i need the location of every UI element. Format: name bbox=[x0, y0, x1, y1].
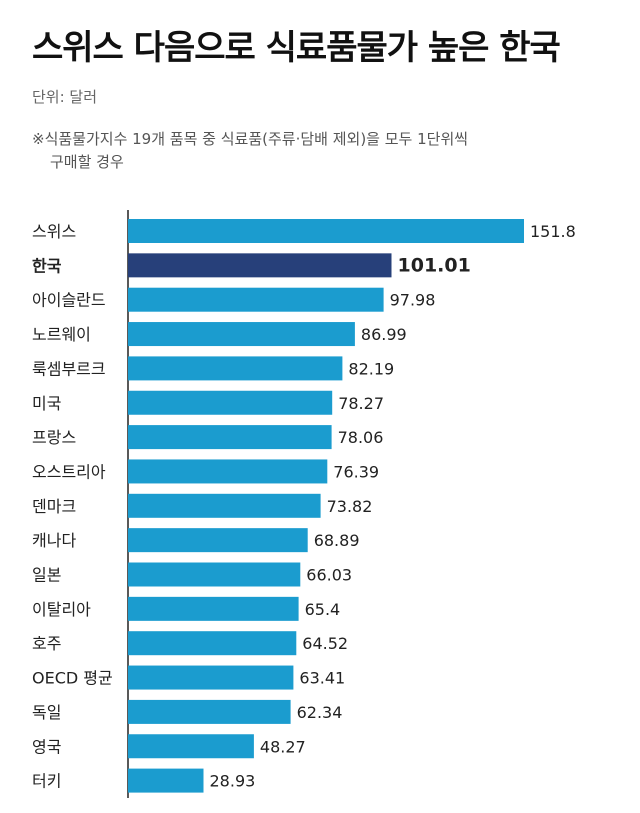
bar bbox=[128, 562, 301, 587]
category-label: 일본 bbox=[32, 566, 61, 585]
chart-title: 스위스 다음으로 식료품물가 높은 한국 bbox=[32, 28, 561, 68]
category-label: 덴마크 bbox=[32, 497, 76, 516]
bar bbox=[128, 459, 328, 484]
value-label: 97.98 bbox=[390, 291, 436, 310]
value-label: 78.27 bbox=[338, 394, 384, 413]
value-label: 28.93 bbox=[210, 772, 256, 791]
category-label: 터키 bbox=[32, 772, 61, 791]
category-label: 스위스 bbox=[32, 222, 76, 241]
value-label: 78.06 bbox=[338, 428, 384, 447]
bar bbox=[128, 631, 297, 656]
value-label: 86.99 bbox=[361, 325, 407, 344]
value-label: 66.03 bbox=[306, 566, 352, 585]
bar bbox=[128, 356, 343, 381]
category-label: 호주 bbox=[32, 634, 61, 653]
value-label: 76.39 bbox=[333, 462, 379, 481]
category-label: 노르웨이 bbox=[32, 325, 91, 344]
category-label: 오스트리아 bbox=[32, 462, 106, 481]
footnote-line-1: ※식품물가지수 19개 품목 중 식료품(주류·담배 제외)을 모두 1단위씩 bbox=[32, 130, 469, 148]
bar bbox=[128, 699, 291, 724]
category-label: OECD 평균 bbox=[32, 669, 113, 688]
footnote: ※식품물가지수 19개 품목 중 식료품(주류·담배 제외)을 모두 1단위씩 … bbox=[32, 128, 612, 174]
bar bbox=[128, 390, 333, 415]
bar bbox=[128, 493, 321, 518]
value-label: 65.4 bbox=[305, 600, 341, 619]
bar bbox=[128, 528, 308, 553]
unit-label: 단위: 달러 bbox=[32, 88, 98, 106]
bar bbox=[128, 596, 299, 621]
value-label: 63.41 bbox=[299, 669, 345, 688]
bar bbox=[128, 219, 524, 243]
value-label: 48.27 bbox=[260, 737, 306, 756]
value-label: 68.89 bbox=[314, 531, 360, 550]
footnote-line-2: 구매할 경우 bbox=[50, 153, 124, 171]
bar bbox=[128, 253, 392, 278]
value-label: 62.34 bbox=[297, 703, 343, 722]
category-label: 룩셈부르크 bbox=[32, 359, 106, 378]
category-label: 미국 bbox=[32, 394, 61, 413]
category-label: 독일 bbox=[32, 703, 61, 722]
category-label: 이탈리아 bbox=[32, 600, 91, 619]
value-label: 151.8 bbox=[530, 222, 576, 241]
category-label: 한국 bbox=[32, 256, 62, 275]
category-label: 캐나다 bbox=[32, 531, 76, 550]
bar bbox=[128, 665, 294, 690]
value-label: 73.82 bbox=[327, 497, 373, 516]
bar bbox=[128, 768, 204, 793]
value-label: 64.52 bbox=[302, 634, 348, 653]
value-label: 101.01 bbox=[398, 254, 471, 276]
category-label: 영국 bbox=[32, 737, 61, 756]
bar bbox=[128, 734, 254, 759]
value-label: 82.19 bbox=[348, 359, 394, 378]
category-label: 프랑스 bbox=[32, 428, 76, 447]
bar bbox=[128, 322, 355, 347]
bar bbox=[128, 425, 332, 450]
bar bbox=[128, 287, 384, 312]
category-label: 아이슬란드 bbox=[32, 291, 106, 310]
